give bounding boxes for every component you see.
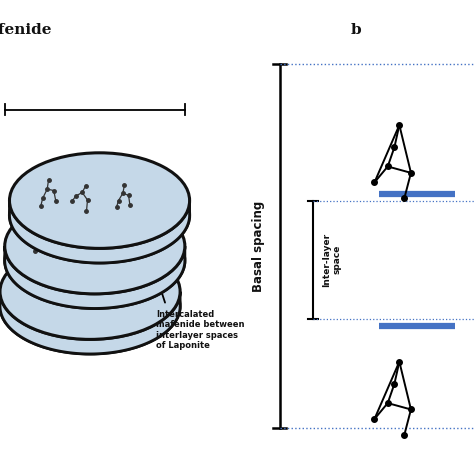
Ellipse shape	[5, 198, 185, 294]
Ellipse shape	[9, 153, 190, 248]
Text: Inter-layer
space: Inter-layer space	[322, 233, 341, 287]
Text: b: b	[350, 23, 361, 37]
Ellipse shape	[9, 167, 190, 263]
Polygon shape	[5, 246, 185, 309]
Ellipse shape	[5, 213, 185, 309]
Ellipse shape	[0, 244, 180, 339]
Text: Intercalated
mafenide between
interlayer spaces
of Laponite: Intercalated mafenide between interlayer…	[156, 310, 245, 350]
Text: afenide: afenide	[0, 23, 52, 37]
Text: Basal spacing: Basal spacing	[252, 201, 265, 292]
Polygon shape	[9, 201, 190, 263]
Polygon shape	[0, 292, 180, 354]
Ellipse shape	[0, 258, 180, 354]
